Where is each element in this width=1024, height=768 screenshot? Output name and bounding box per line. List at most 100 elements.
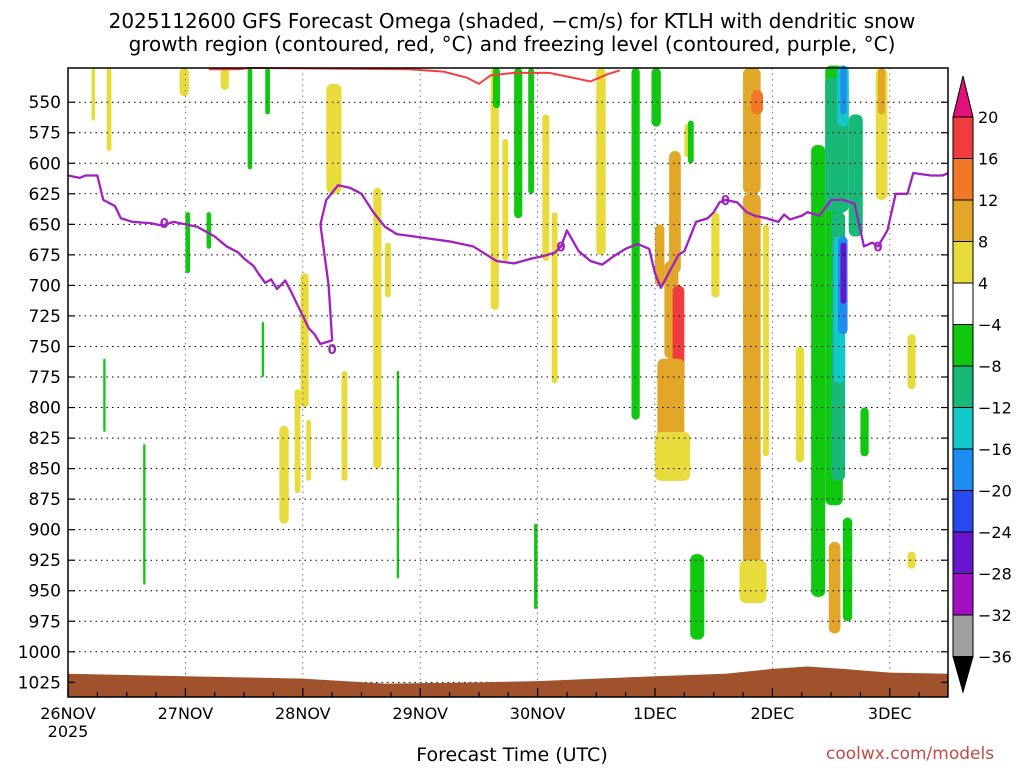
colorbar-segment bbox=[952, 116, 974, 159]
omega-patch bbox=[103, 358, 106, 432]
omega-patch bbox=[542, 114, 550, 261]
y-tick-label: 700 bbox=[29, 276, 61, 296]
omega-patch bbox=[751, 89, 764, 115]
omega-patch bbox=[185, 212, 191, 274]
colorbar-label: −8 bbox=[978, 357, 1002, 376]
omega-patch bbox=[206, 212, 212, 249]
omega-patch bbox=[106, 68, 112, 152]
y-tick-label: 725 bbox=[29, 307, 61, 327]
omega-patch bbox=[534, 523, 538, 610]
omega-patch bbox=[306, 419, 312, 481]
omega-patch bbox=[828, 541, 841, 634]
colorbar-label: 12 bbox=[978, 191, 998, 210]
freezing-level-label: 0 bbox=[160, 217, 169, 232]
x-axis: 26NOV 27NOV 28NOV 29NOV 30NOV 1DEC 2DEC 3DEC 202… bbox=[40, 688, 920, 741]
colorbar-label: 16 bbox=[978, 150, 998, 169]
colorbar-label: −32 bbox=[978, 606, 1012, 625]
colorbar-segment bbox=[952, 614, 974, 657]
colorbar-segment bbox=[952, 158, 974, 201]
colorbar-segment bbox=[952, 199, 974, 242]
x-year-label: 2025 bbox=[48, 722, 89, 741]
omega-patch bbox=[743, 68, 761, 194]
omega-patch bbox=[514, 68, 523, 219]
omega-patch bbox=[396, 370, 400, 579]
y-tick-label: 750 bbox=[29, 337, 61, 357]
x-tick-label: 30NOV bbox=[510, 704, 566, 723]
dendritic-contour bbox=[208, 66, 621, 86]
y-axis: 550 575 600 625 650 675 700 725 750 775 800 825 850 8… bbox=[18, 93, 948, 693]
colorbar-top-arrow bbox=[952, 75, 974, 118]
credit-text: coolwx.com/models bbox=[826, 744, 995, 764]
omega-patch bbox=[655, 431, 691, 481]
y-tick-label: 575 bbox=[29, 124, 61, 144]
chart-subtitle: growth region (contoured, red, °C) and f… bbox=[128, 32, 896, 56]
omega-patch bbox=[811, 144, 826, 597]
colorbar-label: 4 bbox=[978, 274, 988, 293]
omega-patch bbox=[795, 346, 805, 463]
omega-patch bbox=[492, 68, 501, 109]
colorbar-segment bbox=[952, 531, 974, 574]
freezing-level-layer: 0 0 0 0 0 bbox=[67, 171, 949, 358]
omega-patch bbox=[743, 193, 761, 567]
x-tick-label: 26NOV bbox=[40, 704, 96, 723]
omega-patch bbox=[373, 187, 382, 469]
colorbar: 20 16 12 8 4 −4 −8 −12 −16 −20 −24 −28 −32 −36 bbox=[952, 75, 1012, 694]
x-tick-label: 29NOV bbox=[392, 704, 448, 723]
chart-title: 2025112600 GFS Forecast Omega (shaded, −… bbox=[108, 9, 916, 33]
colorbar-label: 8 bbox=[978, 233, 988, 252]
colorbar-bottom-arrow bbox=[952, 656, 974, 694]
y-tick-label: 825 bbox=[29, 429, 61, 449]
y-tick-label: 1025 bbox=[18, 673, 61, 693]
y-tick-label: 600 bbox=[29, 154, 61, 174]
omega-patch bbox=[739, 560, 767, 603]
colorbar-segment bbox=[952, 365, 974, 408]
x-tick-label: 1DEC bbox=[633, 704, 677, 723]
y-tick-label: 975 bbox=[29, 612, 61, 632]
omega-shading-layer bbox=[91, 65, 916, 640]
x-tick-label: 3DEC bbox=[868, 704, 912, 723]
x-tick-label: 27NOV bbox=[158, 704, 214, 723]
freezing-level-label: 0 bbox=[328, 343, 337, 358]
colorbar-segment bbox=[952, 448, 974, 491]
omega-patch bbox=[840, 65, 847, 115]
omega-patch bbox=[687, 120, 694, 164]
y-tick-label: 675 bbox=[29, 246, 61, 266]
omega-patch bbox=[651, 68, 661, 127]
x-axis-label: Forecast Time (UTC) bbox=[416, 744, 608, 766]
freezing-level-label: 0 bbox=[557, 240, 566, 255]
colorbar-label: −12 bbox=[978, 399, 1012, 418]
omega-patch bbox=[179, 68, 189, 97]
omega-patch bbox=[528, 68, 535, 194]
y-tick-label: 625 bbox=[29, 185, 61, 205]
omega-patch bbox=[690, 554, 705, 640]
omega-patch bbox=[294, 389, 301, 494]
dendritic-zone-layer bbox=[208, 66, 621, 86]
omega-patch bbox=[551, 212, 558, 384]
omega-patch bbox=[384, 242, 391, 298]
omega-patch bbox=[860, 407, 869, 457]
colorbar-segment bbox=[952, 407, 974, 450]
y-tick-label: 650 bbox=[29, 215, 61, 235]
y-tick-label: 875 bbox=[29, 490, 61, 510]
y-tick-label: 1000 bbox=[18, 643, 61, 663]
omega-patch bbox=[91, 68, 96, 121]
colorbar-segment bbox=[952, 241, 974, 284]
omega-patch bbox=[878, 68, 886, 115]
y-tick-label: 925 bbox=[29, 551, 61, 571]
colorbar-segment bbox=[952, 324, 974, 367]
omega-patch bbox=[840, 242, 847, 304]
colorbar-label: −4 bbox=[978, 316, 1002, 335]
x-tick-label: 2DEC bbox=[751, 704, 795, 723]
colorbar-segment bbox=[952, 490, 974, 533]
omega-patch bbox=[326, 83, 342, 194]
colorbar-label: −16 bbox=[978, 440, 1012, 459]
y-tick-label: 900 bbox=[29, 521, 61, 541]
colorbar-label: −20 bbox=[978, 482, 1012, 501]
omega-patch bbox=[247, 68, 253, 170]
colorbar-label: −24 bbox=[978, 523, 1012, 542]
y-tick-label: 800 bbox=[29, 399, 61, 419]
omega-patch bbox=[596, 68, 606, 255]
omega-patch bbox=[261, 322, 265, 378]
omega-patch bbox=[711, 212, 720, 298]
